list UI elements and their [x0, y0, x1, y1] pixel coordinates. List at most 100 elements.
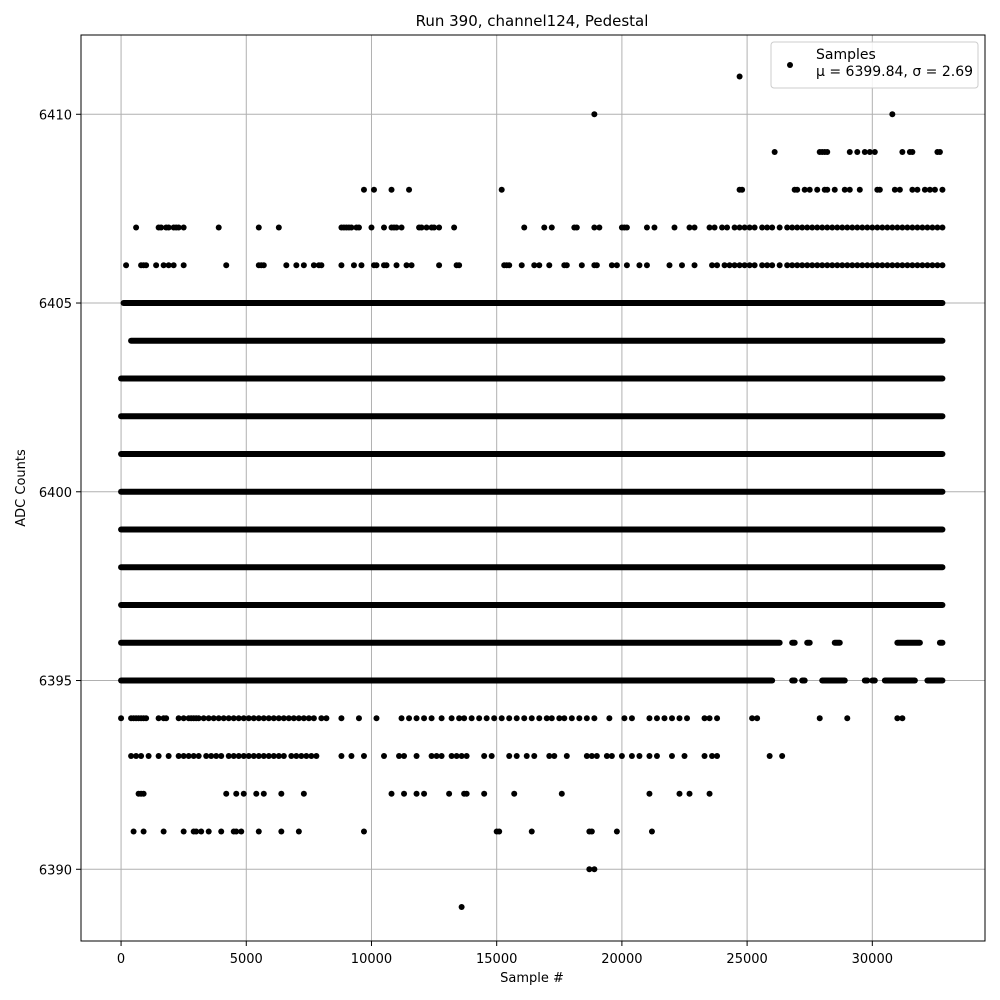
sample-point [240, 790, 247, 797]
sample-point [936, 149, 943, 156]
sample-point [546, 262, 553, 269]
sample-point [593, 262, 600, 269]
sample-point [671, 224, 678, 231]
sample-point [701, 753, 708, 760]
sample-point [491, 715, 498, 722]
sample-point [909, 262, 916, 269]
sample-point [308, 753, 315, 760]
sample-point [521, 224, 528, 231]
sample-point [398, 224, 405, 231]
sample-point [140, 790, 147, 797]
sample-point [741, 262, 748, 269]
sample-point [806, 186, 813, 193]
sample-point [230, 753, 237, 760]
sample-point [143, 262, 150, 269]
sample-point [914, 262, 921, 269]
sample-point [653, 715, 660, 722]
sample-point [453, 753, 460, 760]
sample-point [511, 790, 518, 797]
sample-point [709, 753, 716, 760]
sample-point [546, 753, 553, 760]
sample-point [676, 790, 683, 797]
sample-point [456, 262, 463, 269]
sample-point [668, 715, 675, 722]
y-tick-label: 6400 [39, 486, 72, 501]
sample-point [736, 224, 743, 231]
sample-point [245, 753, 252, 760]
sample-point [814, 186, 821, 193]
sample-point [891, 186, 898, 193]
sample-point [691, 262, 698, 269]
sample-point [245, 715, 252, 722]
sample-point [260, 753, 267, 760]
sample-point [709, 262, 716, 269]
sample-point [295, 715, 302, 722]
y-tick-label: 6405 [39, 297, 72, 312]
sample-point [238, 828, 245, 835]
sample-point [608, 753, 615, 760]
sample-point [856, 186, 863, 193]
sample-point [849, 224, 856, 231]
sample-point [255, 715, 262, 722]
sample-point [303, 753, 310, 760]
sample-point [543, 715, 550, 722]
sample-point [628, 753, 635, 760]
sample-point [809, 262, 816, 269]
sample-point [218, 753, 225, 760]
sample-point [824, 224, 831, 231]
sample-point [809, 224, 816, 231]
sample-point [643, 224, 650, 231]
sample-point [436, 262, 443, 269]
sample-point [381, 753, 388, 760]
sample-point [541, 224, 548, 231]
sample-point [278, 828, 285, 835]
sample-point [613, 262, 620, 269]
sample-point [751, 224, 758, 231]
sample-point [874, 262, 881, 269]
sample-point [358, 262, 365, 269]
plot-frame [80, 34, 986, 942]
sample-point [275, 753, 282, 760]
sample-point [583, 715, 590, 722]
sample-point [618, 753, 625, 760]
sample-point [383, 262, 390, 269]
sample-point [406, 186, 413, 193]
sample-point [829, 262, 836, 269]
sample-point [799, 262, 806, 269]
sample-point [463, 790, 470, 797]
sample-point [193, 828, 200, 835]
sample-point [305, 715, 312, 722]
legend: Samples μ = 6399.84, σ = 2.69 [770, 41, 979, 89]
sample-point [506, 715, 513, 722]
sample-point [899, 224, 906, 231]
sample-point [726, 262, 733, 269]
sample-point [824, 149, 831, 156]
sample-point [871, 149, 878, 156]
sample-point [338, 262, 345, 269]
sample-point [736, 262, 743, 269]
sample-point [381, 224, 388, 231]
sample-point [413, 753, 420, 760]
sample-point [275, 224, 282, 231]
sample-point [588, 828, 595, 835]
sample-point [869, 262, 876, 269]
sample-point [393, 262, 400, 269]
sample-point [834, 224, 841, 231]
sample-point [648, 828, 655, 835]
sample-point [874, 224, 881, 231]
sample-point [889, 262, 896, 269]
sample-point [338, 753, 345, 760]
sample-point [686, 790, 693, 797]
sample-point [531, 753, 538, 760]
sample-point [180, 224, 187, 231]
sample-point [496, 828, 503, 835]
sample-point [413, 790, 420, 797]
sample-point [666, 262, 673, 269]
sample-point [298, 753, 305, 760]
sample-point [751, 262, 758, 269]
sample-point [448, 753, 455, 760]
sample-point [551, 753, 558, 760]
sample-point [225, 715, 232, 722]
sample-point [255, 224, 262, 231]
